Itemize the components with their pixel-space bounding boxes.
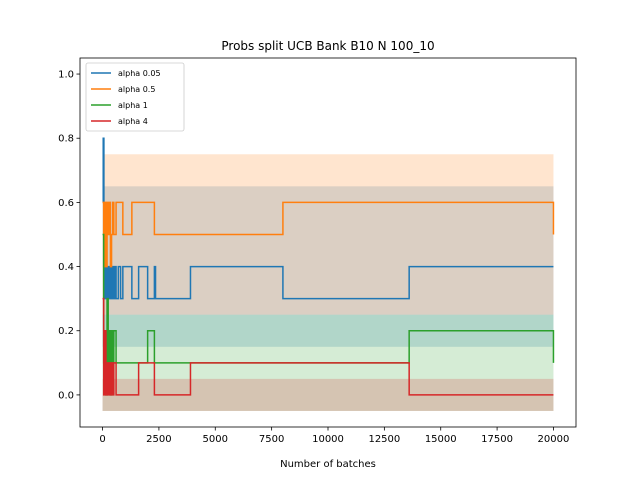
x-axis: 0 2500 5000 7500 10000 12500 15000 17500 20000 bbox=[99, 427, 569, 445]
x-axis-label: Number of batches bbox=[280, 459, 376, 470]
y-tick-label: 1.0 bbox=[58, 70, 74, 81]
y-tick-label: 0.6 bbox=[58, 198, 74, 209]
plot-area bbox=[79, 57, 577, 428]
x-tick-label: 0 bbox=[99, 434, 105, 445]
x-tick-label: 10000 bbox=[312, 434, 344, 445]
legend-label: alpha 0.5 bbox=[118, 85, 155, 94]
x-tick-label: 5000 bbox=[203, 434, 228, 445]
series-line-1 bbox=[102, 201, 555, 268]
y-tick-label: 0.0 bbox=[58, 390, 74, 401]
x-tick-label: 7500 bbox=[259, 434, 284, 445]
legend-label: alpha 0.05 bbox=[118, 69, 161, 78]
legend: alpha 0.05 alpha 0.5 alpha 1 alpha 4 bbox=[85, 62, 185, 132]
legend-label: alpha 1 bbox=[118, 101, 148, 110]
x-tick-label: 20000 bbox=[538, 434, 570, 445]
chart-title: Probs split UCB Bank B10 N 100_10 bbox=[221, 39, 434, 53]
y-tick-label: 0.8 bbox=[58, 134, 74, 145]
x-tick-label: 12500 bbox=[368, 434, 400, 445]
y-axis: 0.0 0.2 0.4 0.6 0.8 1.0 bbox=[58, 70, 80, 401]
x-tick-label: 15000 bbox=[425, 434, 457, 445]
y-tick-label: 0.2 bbox=[58, 326, 74, 337]
legend-box bbox=[85, 62, 185, 132]
x-tick-label: 17500 bbox=[481, 434, 513, 445]
series-line-3 bbox=[102, 297, 554, 396]
y-tick-label: 0.4 bbox=[58, 262, 74, 273]
x-tick-label: 2500 bbox=[146, 434, 171, 445]
legend-label: alpha 4 bbox=[118, 117, 148, 126]
